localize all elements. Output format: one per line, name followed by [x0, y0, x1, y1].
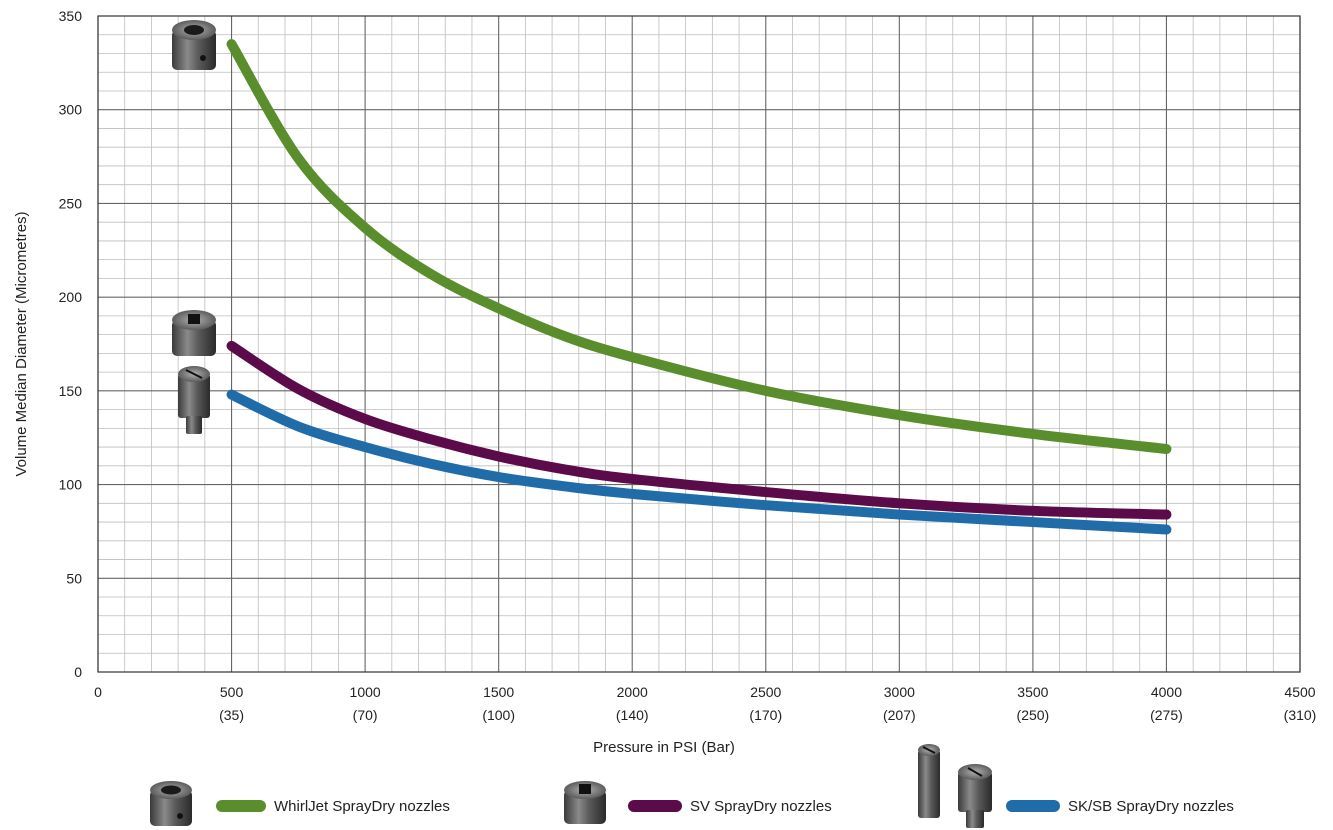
sv-nozzle-icon: [172, 310, 216, 356]
x-tick-sublabel: (275): [1150, 707, 1183, 723]
x-axis-title: Pressure in PSI (Bar): [593, 739, 735, 756]
y-tick-label: 50: [66, 570, 82, 586]
x-tick-label: 2000: [617, 684, 648, 700]
x-tick-sublabel: (100): [482, 707, 515, 723]
x-tick-label: 3000: [884, 684, 915, 700]
x-tick-label: 1500: [483, 684, 514, 700]
series-lines: [226, 39, 1172, 535]
y-tick-label: 100: [59, 477, 83, 493]
x-tick-label: 4500: [1284, 684, 1315, 700]
x-tick-label: 3500: [1017, 684, 1048, 700]
whirljet-nozzle-icon: [172, 20, 216, 70]
y-axis-title: Volume Median Diameter (Micrometres): [13, 211, 30, 476]
x-tick-sublabel: (310): [1284, 707, 1317, 723]
whirljet-nozzle-icon: [150, 781, 192, 826]
x-tick-sublabel: (140): [616, 707, 649, 723]
x-tick-sublabel: (35): [219, 707, 244, 723]
legend: WhirlJet SprayDry nozzles SV SprayDry no…: [150, 744, 1234, 828]
x-tick-sublabel: (207): [883, 707, 916, 723]
x-tick-label: 4000: [1151, 684, 1182, 700]
y-tick-label: 300: [59, 102, 83, 118]
x-tick-label: 500: [220, 684, 244, 700]
y-tick-label: 250: [59, 195, 83, 211]
series-line-sv: [226, 340, 1172, 520]
x-tick-label: 0: [94, 684, 102, 700]
grid-minor: [98, 16, 1300, 672]
legend-label-sv: SV SprayDry nozzles: [690, 798, 832, 815]
series-line-whirljet: [226, 39, 1172, 454]
plot-area: [97, 15, 1301, 673]
plot-background: [98, 16, 1300, 672]
legend-item-sksb: SK/SB SprayDry nozzles: [918, 744, 1234, 828]
sksb-nozzle-icon: [178, 366, 210, 434]
x-tick-sublabel: (250): [1017, 707, 1050, 723]
legend-label-whirljet: WhirlJet SprayDry nozzles: [274, 798, 450, 815]
x-tick-label: 1000: [350, 684, 381, 700]
y-tick-label: 0: [74, 664, 82, 680]
x-tick-labels: 0 500 (35) 1000 (70) 1500 (100) 2000 (140) 2500 (1…: [94, 684, 1316, 723]
y-tick-label: 350: [59, 8, 83, 24]
series-line-sksb: [226, 389, 1172, 535]
legend-label-sksb: SK/SB SprayDry nozzles: [1068, 798, 1234, 815]
legend-item-whirljet: WhirlJet SprayDry nozzles: [150, 781, 450, 826]
x-tick-sublabel: (70): [353, 707, 378, 723]
x-tick-sublabel: (170): [749, 707, 782, 723]
sv-nozzle-icon: [564, 781, 606, 824]
sksb-nozzle-icon: [918, 744, 992, 828]
y-tick-label: 200: [59, 289, 83, 305]
y-tick-label: 150: [59, 383, 83, 399]
plot-frame: [97, 15, 1301, 673]
x-tick-label: 2500: [750, 684, 781, 700]
y-tick-labels: 0 50 100 150 200 250 300 350: [59, 8, 83, 680]
legend-item-sv: SV SprayDry nozzles: [564, 781, 832, 824]
